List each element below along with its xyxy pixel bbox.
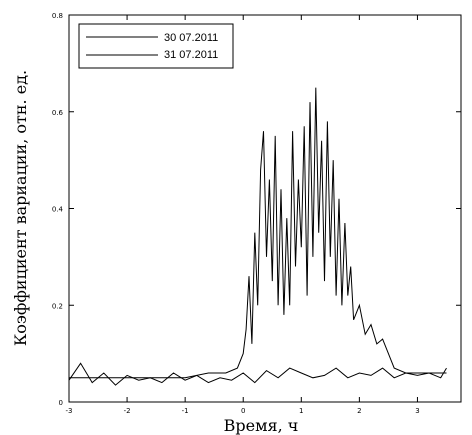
y-tick-label: 0: [59, 399, 63, 407]
y-tick-label: 0.2: [52, 302, 63, 310]
y-tick-label: 0.6: [52, 109, 64, 117]
x-axis-ticks: -3 -2 -1 0 1 2 3: [66, 15, 420, 415]
y-tick-label: 0.4: [52, 206, 64, 214]
x-tick-label: -1: [182, 407, 189, 415]
y-tick-label: 0.8: [52, 12, 63, 20]
legend-box: [78, 23, 234, 69]
x-tick-label: -2: [124, 407, 131, 415]
series-line-1: [69, 87, 447, 379]
x-tick-label: 2: [357, 407, 361, 415]
legend: 30 07.2011 31 07.2011: [78, 23, 234, 69]
y-axis-ticks: 0 0.2 0.4 0.6 0.8: [52, 12, 461, 407]
series-layer: [68, 87, 447, 386]
x-tick-label: 3: [415, 407, 419, 415]
legend-label-1: 30 07.2011: [164, 32, 218, 44]
legend-label-2: 31 07.2011: [164, 49, 218, 61]
x-tick-label: -3: [66, 407, 73, 415]
y-axis-title: Коэффициент вариации, отн. ед.: [11, 70, 30, 346]
x-axis-title: Время, ч: [224, 416, 299, 435]
series-line-2: [68, 362, 447, 386]
x-tick-label: 1: [299, 407, 303, 415]
x-tick-label: 0: [241, 407, 245, 415]
